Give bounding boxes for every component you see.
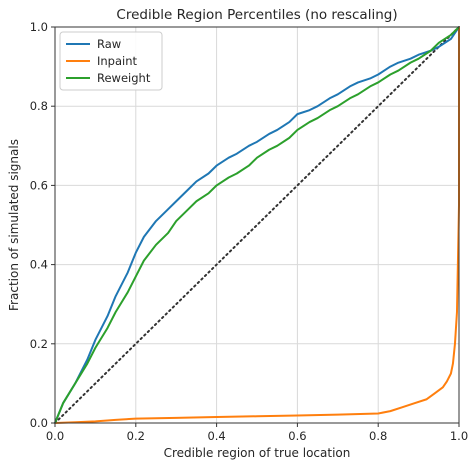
series-line-raw xyxy=(54,26,460,424)
reference-diagonal-line xyxy=(54,26,460,424)
y-tick-label-1: 0.2 xyxy=(30,337,48,351)
y-tick-label-3: 0.6 xyxy=(30,178,48,192)
series-line-reweight xyxy=(54,26,460,424)
series-lines xyxy=(54,26,460,424)
legend-label-raw: Raw xyxy=(97,37,121,51)
series-line-inpaint xyxy=(54,27,460,424)
y-tick-label-4: 0.8 xyxy=(30,99,48,113)
x-tick-label-0: 0.0 xyxy=(46,429,64,443)
legend-label-inpaint: Inpaint xyxy=(97,54,138,68)
plot-area-frame xyxy=(54,26,460,424)
y-tick-label-5: 1.0 xyxy=(30,20,48,34)
legend-box xyxy=(59,31,163,91)
y-axis-label: Fraction of simulated signals xyxy=(7,139,21,311)
legend-label-reweight: Reweight xyxy=(97,71,151,85)
y-axis-ticks: 0.0 0.2 0.4 0.6 0.8 1.0 xyxy=(30,20,55,430)
x-tick-label-2: 0.4 xyxy=(207,429,225,443)
reference-diagonal xyxy=(54,26,460,424)
chart-title: Credible Region Percentiles (no rescalin… xyxy=(116,7,397,23)
x-tick-label-5: 1.0 xyxy=(450,429,468,443)
x-tick-label-4: 0.8 xyxy=(369,429,387,443)
x-axis-ticks: 0.0 0.2 0.4 0.6 0.8 1.0 xyxy=(46,423,468,443)
x-tick-label-3: 0.6 xyxy=(288,429,306,443)
x-tick-label-1: 0.2 xyxy=(127,429,145,443)
y-tick-label-2: 0.4 xyxy=(30,258,48,272)
x-axis-label: Credible region of true location xyxy=(164,446,351,460)
legend: Raw Inpaint Reweight xyxy=(59,31,163,91)
y-tick-label-0: 0.0 xyxy=(30,416,48,430)
